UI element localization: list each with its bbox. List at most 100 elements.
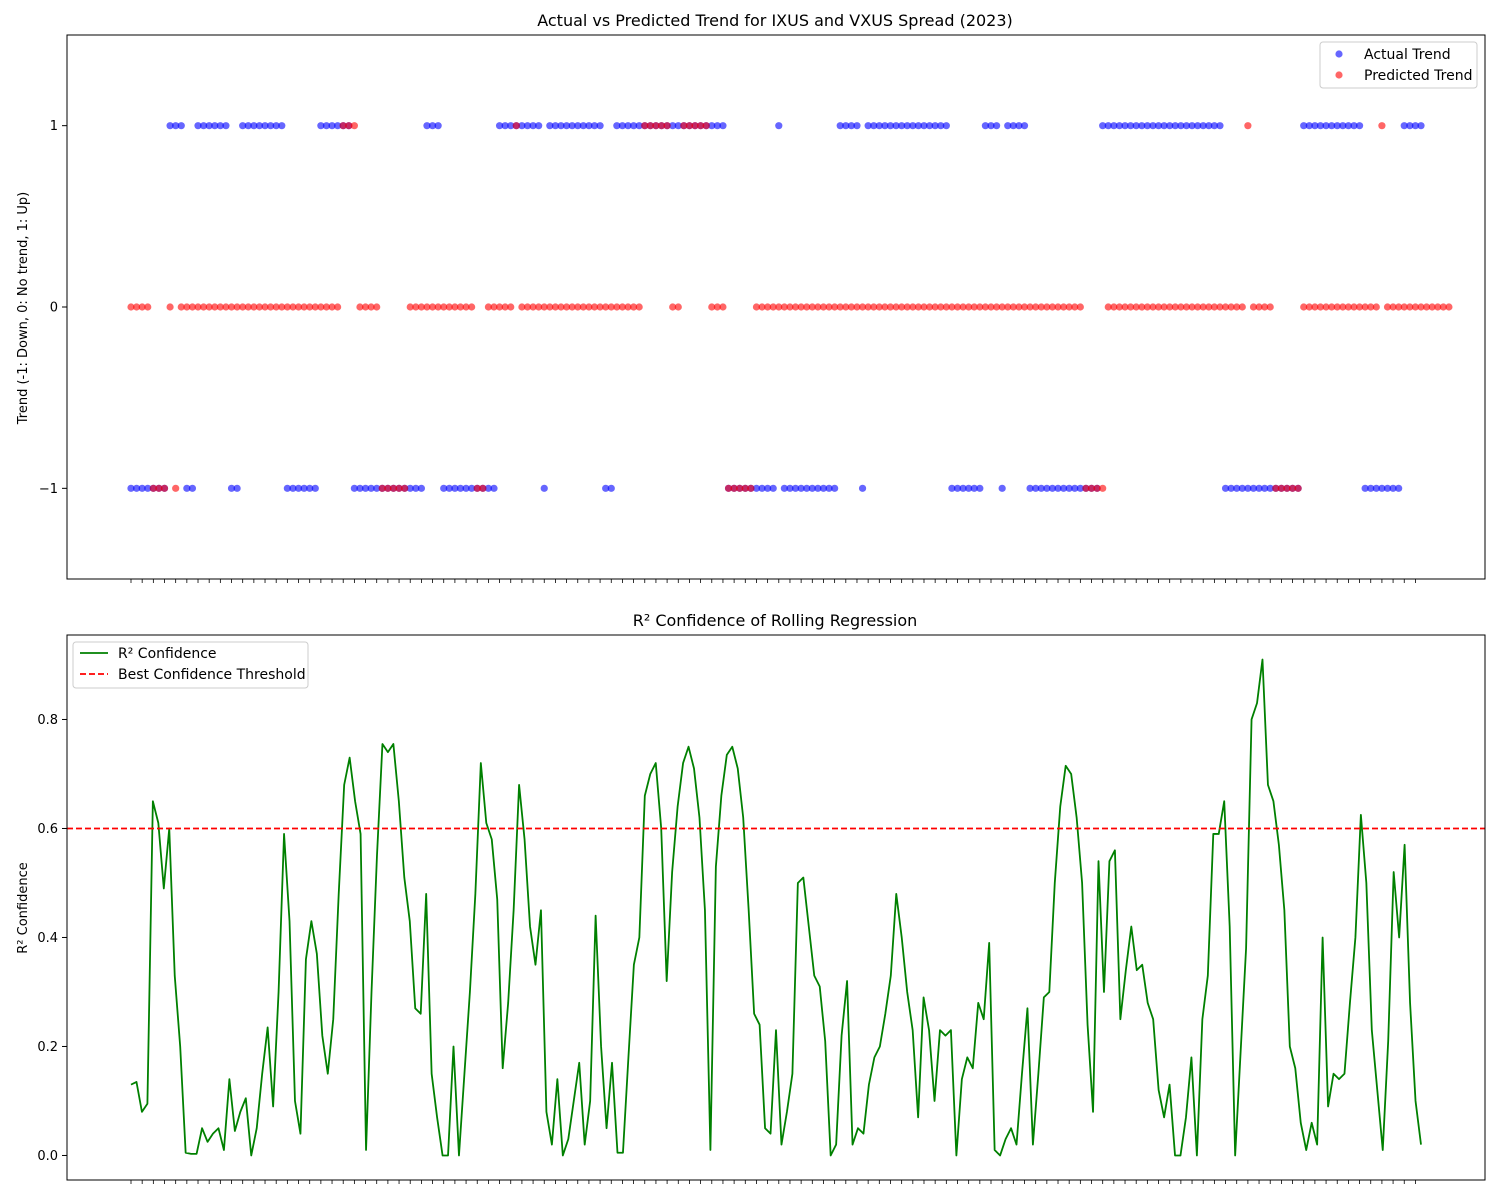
predicted-trend-point bbox=[1428, 303, 1436, 311]
actual-trend-point bbox=[669, 122, 677, 130]
r2-y-tick-label: 0.6 bbox=[37, 822, 58, 837]
actual-trend-point bbox=[596, 122, 604, 130]
actual-trend-point bbox=[551, 122, 560, 130]
predicted-trend-point bbox=[1417, 303, 1425, 311]
actual-trend-point bbox=[1316, 122, 1325, 130]
actual-trend-point bbox=[1395, 484, 1403, 492]
actual-trend-point bbox=[1227, 484, 1235, 492]
actual-trend-point bbox=[1305, 122, 1313, 130]
predicted-trend-point bbox=[546, 303, 554, 311]
actual-trend-point bbox=[775, 122, 783, 130]
actual-trend-point bbox=[814, 484, 822, 492]
predicted-trend-point bbox=[160, 484, 169, 492]
actual-trend-point bbox=[244, 122, 252, 130]
predicted-trend-point bbox=[1367, 303, 1375, 311]
predicted-trend-point bbox=[551, 303, 560, 311]
predicted-trend-point bbox=[708, 303, 716, 311]
actual-trend-point bbox=[456, 484, 465, 492]
actual-trend-point bbox=[607, 484, 615, 492]
predicted-trend-point bbox=[1015, 303, 1023, 311]
predicted-trend-point bbox=[428, 303, 437, 311]
actual-trend-point bbox=[367, 484, 375, 492]
actual-trend-point bbox=[1188, 122, 1196, 130]
predicted-trend-point bbox=[786, 303, 794, 311]
r2-chart-ylabel: R² Confidence bbox=[16, 862, 31, 953]
actual-trend-point bbox=[1138, 122, 1146, 130]
actual-trend-point bbox=[1244, 484, 1252, 492]
actual-trend-point bbox=[870, 122, 878, 130]
r2-confidence-line bbox=[130, 658, 1422, 1157]
actual-trend-point bbox=[1255, 484, 1263, 492]
actual-trend-point bbox=[1037, 484, 1045, 492]
predicted-trend-point bbox=[529, 303, 537, 311]
predicted-trend-point bbox=[456, 303, 465, 311]
predicted-trend-point bbox=[864, 303, 872, 311]
actual-trend-point bbox=[1171, 122, 1179, 130]
predicted-trend-point bbox=[239, 303, 247, 311]
r2-confidence-panel: R² Confidence of Rolling Regression R² C… bbox=[16, 611, 1486, 1184]
legend-actual-label: Actual Trend bbox=[1364, 47, 1451, 63]
predicted-trend-point bbox=[345, 122, 353, 130]
predicted-trend-point bbox=[317, 303, 325, 311]
predicted-trend-point bbox=[1389, 303, 1397, 311]
predicted-trend-point bbox=[406, 303, 414, 311]
predicted-trend-point bbox=[1104, 303, 1112, 311]
r2-x-ticks bbox=[130, 1180, 1416, 1184]
predicted-trend-point bbox=[272, 303, 280, 311]
actual-trend-point bbox=[490, 484, 498, 492]
actual-trend-point bbox=[300, 484, 308, 492]
predicted-trend-point bbox=[1322, 303, 1330, 311]
actual-trend-point bbox=[1194, 122, 1202, 130]
predicted-trend-point bbox=[216, 303, 224, 311]
predicted-trend-point bbox=[1048, 303, 1057, 311]
actual-trend-point bbox=[965, 484, 973, 492]
predicted-trend-point bbox=[920, 303, 928, 311]
trend-legend-box bbox=[1319, 41, 1478, 89]
predicted-trend-point bbox=[1082, 484, 1090, 492]
actual-trend-point bbox=[635, 122, 643, 130]
actual-trend-point bbox=[423, 122, 431, 130]
predicted-trend-point bbox=[853, 303, 861, 311]
actual-trend-point bbox=[590, 122, 599, 130]
predicted-trend-point bbox=[579, 303, 587, 311]
predicted-trend-point bbox=[1233, 303, 1241, 311]
predicted-trend-point bbox=[484, 303, 493, 311]
actual-trend-point bbox=[356, 484, 364, 492]
trend-y-tick-label: −1 bbox=[39, 482, 58, 497]
actual-trend-point bbox=[613, 122, 621, 130]
actual-trend-point bbox=[1367, 484, 1375, 492]
legend-predicted-marker bbox=[1335, 71, 1343, 79]
predicted-trend-point bbox=[1266, 303, 1274, 311]
actual-trend-point bbox=[1149, 122, 1157, 130]
actual-trend-point bbox=[825, 484, 833, 492]
predicted-trend-point bbox=[903, 303, 911, 311]
actual-trend-point bbox=[831, 484, 839, 492]
predicted-trend-point bbox=[764, 303, 772, 311]
predicted-trend-point bbox=[523, 303, 532, 311]
predicted-trend-point bbox=[613, 303, 621, 311]
predicted-trend-point bbox=[752, 303, 761, 311]
actual-trend-point bbox=[1411, 122, 1420, 130]
predicted-trend-point bbox=[1121, 303, 1129, 311]
predicted-trend-point bbox=[992, 303, 1001, 311]
predicted-trend-point bbox=[166, 303, 174, 311]
predicted-trend-point bbox=[172, 484, 180, 492]
predicted-trend-point bbox=[1328, 303, 1336, 311]
predicted-trend-point bbox=[300, 303, 308, 311]
predicted-trend-point bbox=[1171, 303, 1179, 311]
predicted-trend-point bbox=[1054, 303, 1062, 311]
actual-trend-point bbox=[618, 122, 627, 130]
predicted-trend-point bbox=[417, 303, 425, 311]
predicted-trend-point bbox=[1339, 303, 1347, 311]
predicted-trend-point bbox=[691, 122, 699, 130]
predicted-trend-point bbox=[434, 303, 442, 311]
predicted-trend-point bbox=[596, 303, 604, 311]
actual-trend-point bbox=[261, 122, 269, 130]
actual-trend-point bbox=[1400, 122, 1408, 130]
predicted-trend-point bbox=[831, 303, 839, 311]
predicted-trend-point bbox=[1277, 484, 1285, 492]
actual-trend-point bbox=[568, 122, 576, 130]
legend-predicted-label: Predicted Trend bbox=[1364, 68, 1473, 84]
actual-trend-point bbox=[1110, 122, 1118, 130]
predicted-trend-point bbox=[495, 303, 504, 311]
